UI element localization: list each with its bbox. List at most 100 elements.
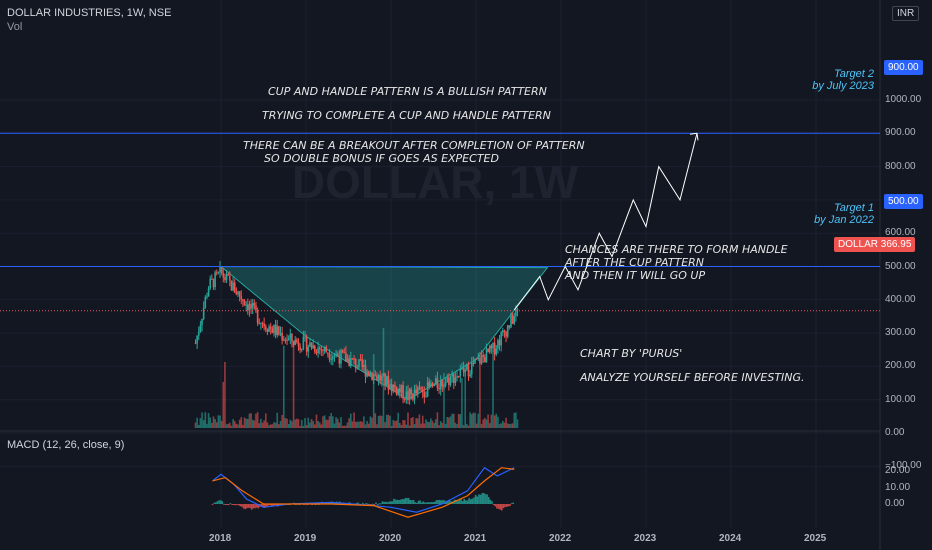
candle-body [363, 365, 365, 367]
candle-body [243, 301, 246, 306]
volume-bar [325, 419, 328, 428]
candle-body [459, 368, 462, 377]
macd-hist-bar [416, 502, 418, 504]
candle-body [444, 381, 447, 386]
macd-hist-bar [371, 503, 374, 505]
candle-body [374, 374, 377, 376]
volume-bar [366, 420, 368, 428]
macd-hist-bar [469, 499, 472, 504]
candle-body [345, 352, 347, 362]
candle-body [256, 310, 259, 323]
target-1-title: Target 1 [834, 202, 874, 214]
candle-body [286, 339, 288, 341]
macd-hist-bar [463, 498, 466, 504]
price-tick-label: 900.00 [885, 127, 916, 139]
volume-bar [503, 422, 506, 428]
currency-button[interactable]: INR [892, 6, 920, 21]
macd-hist-bar [455, 499, 457, 504]
volume-bar [361, 421, 364, 428]
volume-bar [309, 422, 311, 428]
macd-hist-bar [368, 504, 371, 505]
volume-bar [443, 372, 445, 428]
candle-body [513, 316, 516, 324]
macd-hist-bar [234, 504, 237, 506]
volume-bar [335, 417, 337, 428]
macd-hist-bar [417, 500, 420, 504]
candle-body [508, 325, 511, 328]
candle-body [230, 280, 233, 291]
macd-hist-bar [438, 499, 441, 504]
time-tick-label: 2018 [209, 533, 232, 544]
candle-body [461, 367, 463, 369]
macd-hist-bar [237, 504, 240, 506]
candle-body [202, 307, 205, 319]
candle-body [240, 296, 243, 300]
annotation-trying: TRYING TO COMPLETE A CUP AND HANDLE PATT… [262, 109, 551, 122]
volume-bar [278, 424, 280, 428]
macd-hist-bar [424, 502, 426, 504]
volume-bar [376, 424, 378, 428]
macd-hist-bar [484, 494, 487, 504]
volume-bar [423, 423, 426, 428]
candle-body [304, 336, 306, 338]
macd-hist-bar [244, 504, 246, 510]
volume-bar [470, 414, 473, 428]
candle-body [503, 330, 506, 332]
candle-body [227, 274, 229, 276]
volume-bar [215, 422, 218, 428]
volume-bar [345, 425, 347, 428]
volume-bar [469, 412, 471, 428]
volume-bar [349, 413, 352, 428]
macd-hist-bar [494, 504, 497, 507]
candle-body [466, 363, 468, 370]
volume-bar [474, 412, 476, 428]
volume-bar [305, 425, 308, 428]
macd-label: MACD (12, 26, close, 9) [7, 439, 125, 451]
macd-hist-bar [419, 500, 421, 504]
volume-bar [506, 423, 509, 428]
candle-body [284, 339, 287, 341]
macd-hist-bar [468, 498, 470, 504]
macd-hist-bar [236, 504, 238, 505]
volume-bar [372, 354, 375, 428]
volume-bar [242, 424, 244, 428]
macd-hist-bar [474, 494, 477, 504]
volume-bar [436, 412, 439, 428]
candle-body [389, 384, 391, 390]
price-tick-label: 600.00 [885, 227, 916, 239]
volume-bar [421, 415, 424, 428]
macd-hist-bar [241, 504, 243, 507]
volume-bar [438, 425, 440, 428]
volume-bar [462, 424, 465, 428]
candle-body [250, 303, 252, 309]
volume-bar [508, 423, 511, 428]
candle-body [474, 358, 476, 364]
annotation-bullish: CUP AND HANDLE PATTERN IS A BULLISH PATT… [268, 85, 547, 98]
macd-hist-bar [370, 504, 372, 505]
candles [194, 260, 519, 405]
annotation-breakout: THERE CAN BE A BREAKOUT AFTER COMPLETION… [243, 139, 585, 165]
volume-bar [271, 424, 274, 428]
candle-body [366, 371, 368, 377]
volume-bar [431, 420, 434, 428]
candle-body [333, 355, 336, 357]
volume-bar [199, 418, 202, 428]
candle-body [263, 323, 265, 327]
macd-hist-bar [383, 501, 385, 504]
volume-bar [333, 423, 336, 428]
candle-body [452, 373, 455, 383]
candle-body [351, 358, 354, 360]
macd-hist-bar [509, 504, 511, 507]
volume-bar [263, 420, 265, 428]
macd-hist-bar [409, 500, 412, 504]
volume-bar [500, 423, 502, 428]
macd-hist-bar [254, 504, 256, 509]
volume-bar [317, 420, 319, 428]
time-tick-label: 2023 [634, 533, 657, 544]
volume-bar [243, 417, 246, 428]
candle-body [384, 373, 386, 385]
volume-bar [219, 415, 221, 428]
volume-bar [269, 424, 272, 428]
candle-body [425, 396, 427, 398]
